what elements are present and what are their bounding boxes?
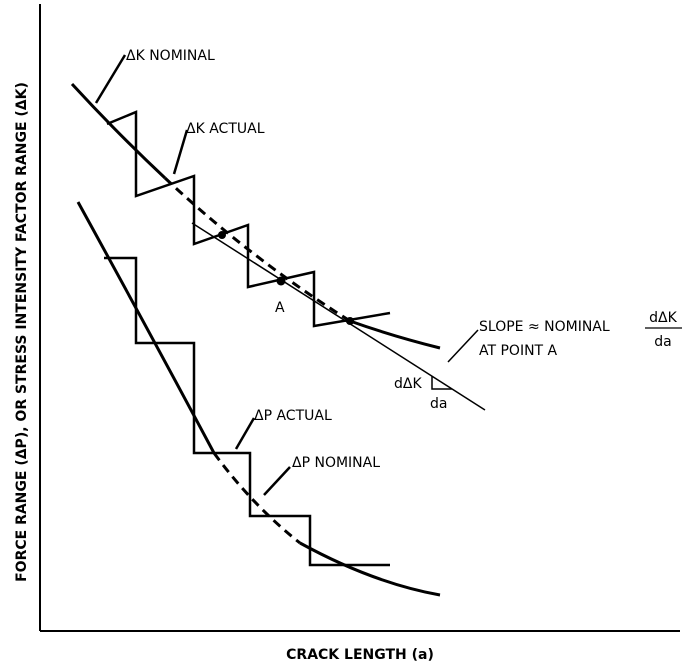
leader-dp-actual xyxy=(234,417,256,450)
slope-fraction-denominator: da xyxy=(654,334,671,350)
dp-nominal-curve-dashed xyxy=(212,452,301,545)
point-dot-3 xyxy=(346,317,354,325)
label-dk-nominal: ΔK NOMINAL xyxy=(126,48,215,64)
label-dk-actual: ΔK ACTUAL xyxy=(186,121,265,137)
label-dp-nominal: ΔP NOMINAL xyxy=(292,455,380,471)
leader-dk-nominal xyxy=(94,54,127,104)
dk-nominal-curve-upper xyxy=(70,82,167,180)
triangle-vertical-label: dΔK xyxy=(394,376,422,392)
point-a-dot xyxy=(276,276,286,286)
label-slope-line2: AT POINT A xyxy=(479,343,558,359)
point-dot-1 xyxy=(218,231,226,239)
dk-actual-sawtooth xyxy=(106,110,391,328)
slope-triangle xyxy=(431,376,452,390)
y-axis-title: FORCE RANGE (ΔP), OR STRESS INTENSITY FA… xyxy=(14,82,30,582)
label-slope-line1: SLOPE ≈ NOMINAL xyxy=(479,319,610,335)
triangle-horizontal-label: da xyxy=(430,396,447,412)
dp-nominal-curve-upper xyxy=(76,201,216,454)
leader-dp-nominal xyxy=(263,466,291,496)
dp-nominal-curve-lower xyxy=(299,541,441,597)
dp-actual-staircase xyxy=(104,256,390,567)
label-dp-actual: ΔP ACTUAL xyxy=(254,408,332,424)
label-point-a: A xyxy=(275,300,285,316)
slope-fraction-numerator: dΔK xyxy=(649,310,677,326)
leader-slope xyxy=(447,329,479,363)
x-axis-title: CRACK LENGTH (a) xyxy=(286,647,434,663)
leader-dk-actual xyxy=(172,129,189,175)
dk-nominal-curve-lower xyxy=(349,319,441,350)
tangent-line xyxy=(191,222,486,411)
